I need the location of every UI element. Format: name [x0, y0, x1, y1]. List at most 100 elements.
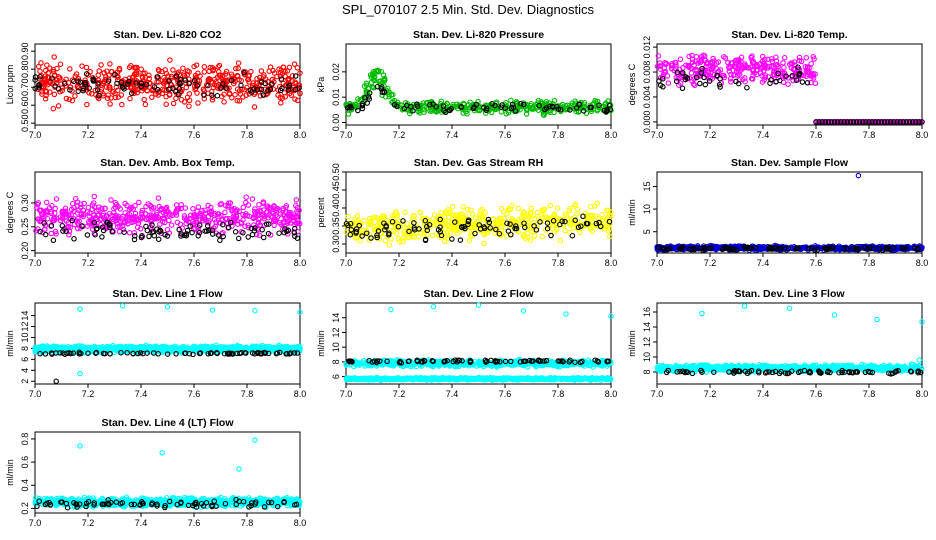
data-point — [254, 349, 261, 356]
data-point — [51, 91, 58, 98]
x-tick-label: 7.2 — [393, 258, 406, 268]
data-point — [93, 350, 99, 356]
x-tick-label: 8.0 — [916, 130, 929, 140]
data-point — [236, 88, 243, 94]
data-point — [454, 230, 460, 237]
data-point — [221, 99, 227, 105]
y-tick-label: 5 — [642, 229, 652, 234]
data-point — [119, 101, 125, 108]
panel-4: Stan. Dev. Amb. Box Temp.7.0 7.2 7.4 7.6 7.8… — [5, 157, 306, 268]
data-point — [251, 86, 257, 92]
data-point — [458, 104, 464, 110]
data-point — [550, 212, 557, 219]
y-axis-label: Licor ppm — [5, 65, 15, 105]
data-point — [119, 302, 126, 309]
data-point — [209, 79, 215, 85]
data-point — [438, 223, 444, 230]
data-point — [442, 234, 449, 241]
data-point — [244, 213, 251, 219]
y-axis-label: degrees C — [5, 191, 15, 233]
data-point — [401, 229, 407, 235]
data-point — [169, 212, 176, 219]
data-point — [124, 202, 130, 209]
data-point — [252, 307, 258, 314]
data-point — [78, 212, 85, 218]
data-point — [48, 230, 55, 237]
data-point — [267, 86, 274, 93]
data-point — [267, 205, 273, 211]
data-point — [162, 206, 168, 212]
x-tick-label: 7.6 — [188, 258, 201, 268]
data-point — [605, 228, 612, 234]
data-point — [544, 225, 551, 232]
data-point — [679, 85, 686, 92]
data-point — [235, 235, 242, 242]
data-point — [179, 225, 185, 231]
data-point — [460, 214, 467, 220]
data-point — [231, 345, 237, 352]
data-point — [58, 217, 64, 224]
data-point — [450, 101, 456, 108]
data-point — [182, 77, 189, 83]
data-point — [522, 235, 529, 242]
data-point — [280, 207, 286, 213]
x-tick-label: 7.8 — [241, 258, 254, 268]
data-point — [107, 61, 113, 67]
data-point — [118, 92, 125, 98]
y-tick-label: 0.02 — [331, 63, 341, 81]
y-tick-label: 0.50 — [331, 163, 341, 181]
data-point — [32, 77, 38, 83]
data-point — [88, 91, 95, 97]
data-point — [655, 53, 662, 59]
data-point — [132, 233, 138, 239]
data-point — [721, 72, 727, 79]
data-point — [157, 227, 163, 233]
data-point — [128, 205, 134, 212]
data-point — [52, 210, 58, 216]
y-tick-label: 0.012 — [642, 36, 652, 59]
data-point — [83, 71, 90, 77]
data-point — [209, 231, 216, 237]
data-point — [458, 224, 465, 230]
y-tick-label: 6 — [20, 357, 30, 362]
data-point — [229, 206, 235, 212]
data-point — [155, 79, 162, 85]
data-point — [875, 119, 882, 125]
data-point — [260, 200, 266, 207]
data-point — [136, 199, 142, 206]
data-point — [388, 236, 394, 242]
data-point — [183, 84, 190, 91]
data-point — [881, 119, 888, 125]
data-point — [775, 63, 782, 70]
data-point — [170, 100, 177, 107]
data-point — [689, 246, 695, 252]
x-tick-label: 8.0 — [605, 389, 618, 399]
data-point — [684, 75, 691, 81]
data-point — [235, 73, 241, 80]
data-point — [147, 214, 154, 221]
data-point — [32, 74, 39, 80]
plot-frame — [345, 171, 612, 254]
data-point — [367, 218, 373, 225]
data-point — [548, 232, 554, 239]
y-axis-label: ml/min — [627, 199, 637, 226]
data-point — [359, 233, 365, 239]
data-point — [884, 119, 891, 125]
data-point — [251, 345, 258, 351]
data-point — [250, 215, 257, 222]
data-point — [276, 207, 283, 213]
data-point — [756, 61, 763, 67]
data-point — [297, 90, 303, 97]
data-point — [731, 72, 737, 78]
data-point — [381, 89, 387, 96]
data-point — [223, 68, 230, 75]
data-point — [248, 68, 254, 75]
data-point — [603, 207, 610, 214]
data-point — [564, 102, 571, 109]
data-point — [429, 232, 436, 239]
data-point — [503, 233, 510, 239]
x-tick-label: 7.0 — [651, 258, 664, 268]
data-point — [575, 224, 582, 231]
data-point — [99, 234, 105, 240]
data-point — [146, 233, 152, 240]
